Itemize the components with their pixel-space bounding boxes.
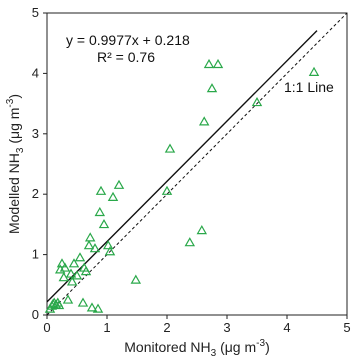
data-point bbox=[83, 240, 95, 250]
data-point bbox=[107, 191, 119, 201]
plot-border bbox=[46, 12, 348, 316]
data-point bbox=[164, 143, 176, 153]
data-point bbox=[65, 268, 77, 278]
y-axis-title-unit: (μg m bbox=[6, 108, 22, 148]
data-point bbox=[71, 270, 83, 280]
data-point bbox=[98, 218, 110, 229]
data-point bbox=[89, 243, 101, 253]
data-point bbox=[50, 299, 62, 309]
data-point bbox=[161, 185, 173, 195]
data-point bbox=[102, 240, 114, 250]
y-axis-title-close: ) bbox=[6, 94, 22, 99]
data-point bbox=[68, 258, 80, 268]
data-point bbox=[74, 252, 86, 262]
data-point bbox=[206, 83, 218, 93]
data-point bbox=[95, 185, 107, 195]
y-axis-title-main: Modelled NH bbox=[6, 153, 22, 234]
plot-frame bbox=[46, 12, 348, 316]
data-point bbox=[77, 297, 89, 307]
data-point bbox=[308, 66, 320, 76]
data-point bbox=[62, 294, 74, 304]
y-axis-title: Modelled NH3 (μg m-3) bbox=[5, 94, 26, 234]
y-tick-label: 5 bbox=[32, 5, 39, 20]
x-tick-label: 3 bbox=[223, 320, 230, 335]
data-point bbox=[198, 116, 210, 126]
fit-lines bbox=[46, 12, 348, 316]
data-point bbox=[66, 276, 78, 286]
x-tick-label: 4 bbox=[283, 320, 290, 335]
axis-ticks: 0 1 2 3 4 5 0 1 2 3 4 5 bbox=[32, 5, 351, 335]
y-axis-title-superscript: -3 bbox=[5, 98, 16, 107]
x-axis-title-subscript: 3 bbox=[211, 348, 217, 359]
x-axis-title-main: Monitored NH bbox=[124, 339, 210, 355]
y-tick-label: 2 bbox=[32, 186, 39, 201]
data-point bbox=[251, 96, 263, 107]
data-point bbox=[203, 58, 215, 69]
data-point bbox=[184, 237, 196, 247]
x-axis-title-unit: (μg m bbox=[216, 339, 256, 355]
data-point bbox=[104, 246, 116, 256]
data-point bbox=[212, 58, 224, 69]
data-points bbox=[44, 58, 320, 313]
data-point bbox=[59, 262, 71, 272]
data-point bbox=[130, 274, 142, 284]
x-tick-label: 1 bbox=[103, 320, 110, 335]
data-point bbox=[92, 303, 104, 313]
data-point bbox=[94, 206, 106, 217]
y-axis-title-subscript: 3 bbox=[15, 147, 26, 153]
x-tick-label: 5 bbox=[343, 320, 350, 335]
regression-line bbox=[46, 30, 318, 303]
data-point bbox=[113, 179, 125, 189]
y-tick-label: 0 bbox=[32, 307, 39, 322]
x-axis-title: Monitored NH3 (μg m-3) bbox=[124, 338, 269, 359]
y-tick-label: 3 bbox=[32, 126, 39, 141]
regression-equation: y = 0.9977x + 0.218 bbox=[66, 32, 190, 48]
x-axis-title-close: ) bbox=[265, 339, 270, 355]
x-axis-title-superscript: -3 bbox=[256, 338, 265, 349]
r-squared-label: R² = 0.76 bbox=[97, 49, 155, 65]
one-to-one-line bbox=[46, 12, 348, 316]
data-point bbox=[86, 302, 98, 312]
x-tick-label: 2 bbox=[163, 320, 170, 335]
y-tick-label: 4 bbox=[32, 65, 39, 80]
data-point bbox=[84, 232, 96, 242]
data-point bbox=[56, 258, 68, 268]
data-point bbox=[53, 299, 65, 310]
data-point bbox=[58, 272, 70, 282]
data-point bbox=[80, 266, 92, 276]
one-to-one-line-label: 1:1 Line bbox=[284, 79, 334, 95]
y-tick-label: 1 bbox=[32, 247, 39, 262]
data-point bbox=[196, 225, 208, 235]
x-tick-label: 0 bbox=[43, 320, 50, 335]
